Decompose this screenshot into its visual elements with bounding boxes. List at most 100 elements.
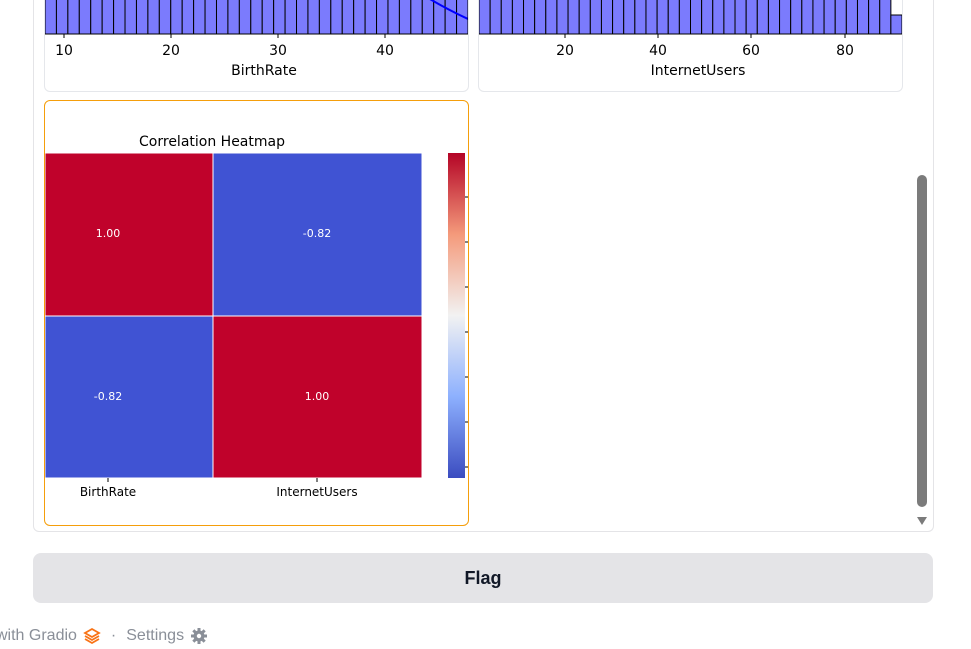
scrollbar-thumb[interactable] [917,175,927,507]
histogram-bar [181,0,195,35]
histogram-bar [523,0,536,35]
correlation-heatmap: Correlation Heatmap 1.00 -0.82 -0.82 1.00 B… [44,100,469,526]
histogram-bar [113,0,126,35]
histogram-bar [634,0,647,35]
histogram-bar [284,0,298,35]
histogram-bar [101,0,115,35]
histogram-bar [567,0,580,35]
histogram-bar [745,0,758,35]
x-axis-label: BirthRate [231,63,297,79]
heatmap-cell-label: 1.00 [305,390,330,403]
histogram-bar [376,0,389,35]
histogram-bar [678,0,692,35]
x-axis-label: InternetUsers [651,63,746,79]
histogram-bar [170,0,183,35]
histogram-bar [890,14,902,35]
histogram-bar [511,0,525,35]
histogram-bar [341,0,355,35]
histogram-bar [845,0,858,35]
histogram-bar [701,0,714,35]
histogram-bar [78,0,92,35]
histogram-bar [410,0,423,35]
histogram-bar [623,0,636,35]
histogram-bar [204,0,217,35]
histogram-bar [856,0,870,35]
heatmap-x-label: BirthRate [80,485,136,499]
heatmap-cell-label: 1.00 [96,227,121,240]
x-tick-label: 20 [162,43,180,59]
histogram-bar [834,0,847,35]
histogram-bar [712,0,725,35]
histogram-bar [545,0,558,35]
output-panel: 10 20 30 40 BirthRate 20 40 60 80 Intern… [33,0,934,532]
internetusers-bars [479,0,902,35]
histogram-bar [215,0,229,35]
heatmap-cell-label: -0.82 [94,390,122,403]
histogram-bar [790,0,803,35]
gradio-logo-icon [83,627,101,645]
histogram-bar [589,0,602,35]
heatmap-x-label: InternetUsers [276,485,357,499]
histogram-bar [578,0,591,35]
histogram-bar [600,0,614,35]
histogram-bar [723,0,736,35]
birthrate-histogram: 10 20 30 40 BirthRate [44,0,469,92]
histogram-bar [296,0,309,35]
histogram-bar [690,0,703,35]
heatmap-cell [45,152,214,317]
histogram-bar [387,0,400,35]
footer: with Gradio · Settings [0,625,208,647]
histogram-bar [353,0,366,35]
scroll-down-arrow-icon[interactable] [917,517,927,525]
birthrate-bars [45,0,468,35]
heatmap-title: Correlation Heatmap [139,134,285,150]
histogram-bar [645,0,658,35]
heatmap-cell [212,152,423,317]
histogram-bar [534,0,547,35]
histogram-bar [90,0,103,35]
x-tick-label: 40 [649,43,667,59]
kde-line [429,0,468,20]
heatmap-svg: Correlation Heatmap 1.00 -0.82 -0.82 1.00 B… [45,134,468,499]
x-tick-marks [564,34,846,38]
histogram-bar [879,0,892,35]
histogram-bar [734,0,747,35]
internetusers-histogram-svg: 20 40 60 80 InternetUsers [479,0,902,79]
histogram-bar [801,0,814,35]
histogram-bar [330,0,343,35]
histogram-bar [364,0,378,35]
histogram-bar [318,0,332,35]
histogram-bar [779,0,792,35]
flag-button[interactable]: Flag [33,553,933,603]
x-tick-label: 10 [55,43,73,59]
footer-separator: · [110,627,117,644]
histogram-bar [307,0,320,35]
gear-icon[interactable] [190,627,208,645]
histogram-bar [556,0,569,35]
heatmap-x-ticks [107,478,318,482]
histogram-bar [489,0,502,35]
histogram-bar [667,0,680,35]
histogram-bar [868,0,881,35]
x-tick-marks [63,34,386,38]
histogram-bar [421,0,435,35]
histogram-bar [124,0,137,35]
histogram-bar [273,0,286,35]
x-tick-label: 40 [376,43,394,59]
histogram-bar [135,0,149,35]
colorbar-ticks [465,196,468,468]
histogram-bar [238,0,252,35]
histogram-bar [823,0,836,35]
histogram-bar [227,0,240,35]
histogram-bar [756,0,769,35]
x-tick-label: 20 [556,43,574,59]
birthrate-histogram-svg: 10 20 30 40 BirthRate [45,0,468,79]
settings-link[interactable]: Settings [126,627,185,644]
histogram-bar [612,0,625,35]
built-with-gradio-link[interactable]: with Gradio [0,627,77,644]
histogram-bar [500,0,513,35]
histogram-bar [398,0,412,35]
histogram-bar [767,0,781,35]
histogram-bar [193,0,206,35]
heatmap-cell [45,315,214,479]
